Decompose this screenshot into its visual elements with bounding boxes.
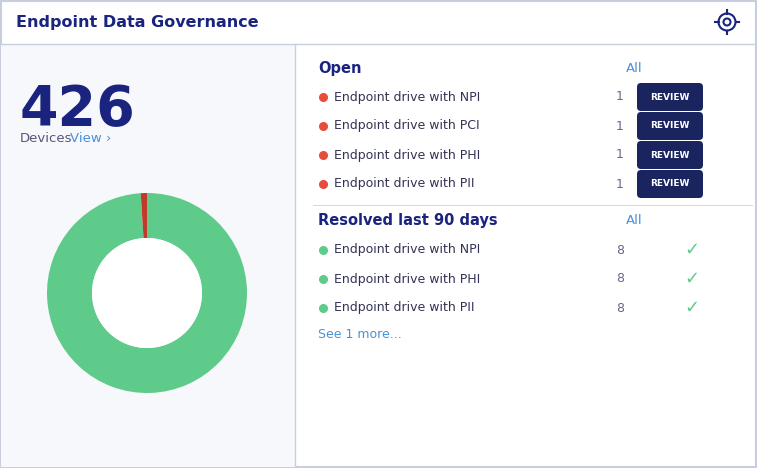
Text: 8: 8 [616,301,624,314]
Wedge shape [141,193,147,238]
Text: 1: 1 [616,90,624,103]
Text: ✓: ✓ [684,270,699,288]
Text: ✓: ✓ [684,241,699,259]
Text: Endpoint drive with PCI: Endpoint drive with PCI [334,119,480,132]
Text: REVIEW: REVIEW [650,93,690,102]
Text: 1: 1 [616,177,624,190]
Text: All: All [626,214,643,227]
Text: REVIEW: REVIEW [650,180,690,189]
Text: Endpoint drive with NPI: Endpoint drive with NPI [334,90,480,103]
Text: Endpoint drive with PHI: Endpoint drive with PHI [334,148,480,161]
Text: REVIEW: REVIEW [650,151,690,160]
Text: 1: 1 [616,119,624,132]
Text: ✓: ✓ [684,299,699,317]
Text: REVIEW: REVIEW [650,122,690,131]
Text: 426: 426 [20,83,136,137]
Text: Endpoint drive with PHI: Endpoint drive with PHI [334,272,480,285]
Wedge shape [47,193,247,393]
Text: Endpoint drive with PII: Endpoint drive with PII [334,177,475,190]
Text: Endpoint Data Governance: Endpoint Data Governance [16,15,259,29]
Text: Open: Open [318,60,362,75]
FancyBboxPatch shape [637,112,703,140]
FancyBboxPatch shape [637,83,703,111]
Text: 8: 8 [616,243,624,256]
FancyBboxPatch shape [637,141,703,169]
Text: All: All [626,61,643,74]
Text: Resolved last 90 days: Resolved last 90 days [318,213,497,228]
Text: View ›: View › [70,132,111,145]
Bar [1,44,295,467]
Text: Endpoint drive with NPI: Endpoint drive with NPI [334,243,480,256]
Circle shape [92,238,202,348]
Text: Devices: Devices [20,132,73,145]
Text: See 1 more...: See 1 more... [318,329,402,342]
FancyBboxPatch shape [637,170,703,198]
Text: 8: 8 [616,272,624,285]
Text: Endpoint drive with PII: Endpoint drive with PII [334,301,475,314]
Text: 1: 1 [616,148,624,161]
